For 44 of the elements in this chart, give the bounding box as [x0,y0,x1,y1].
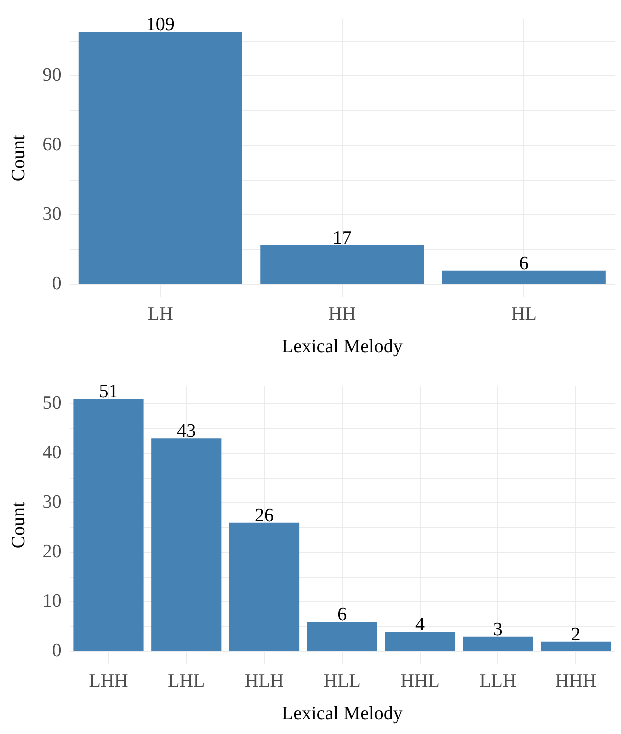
x-tick-label: HL [511,304,537,325]
y-axis-title: Count [8,501,30,549]
data-label: 26 [255,505,274,526]
bar [229,522,300,652]
data-label: 51 [99,382,118,403]
bar [385,632,456,652]
data-label: 6 [519,253,529,274]
data-label: 4 [416,614,426,636]
y-tick-label: 0 [52,274,62,295]
x-axis-title: Lexical Melody [282,336,404,358]
data-label: 6 [338,604,348,626]
y-tick-label: 60 [42,134,62,156]
y-tick-label: 20 [42,542,62,563]
y-tick-label: 10 [42,591,62,612]
bar [463,636,534,652]
y-axis-title: Count [8,134,30,182]
data-label: 2 [571,624,581,646]
x-tick-label: LLH [480,670,517,692]
data-label: 43 [177,421,196,442]
bar [152,438,222,652]
bar [442,270,606,284]
x-tick-label: HHL [400,670,440,692]
bar [78,32,242,284]
y-tick-label: 50 [42,392,62,414]
data-label: 17 [332,228,352,249]
x-tick-label: HH [328,304,356,325]
x-tick-label: HLH [244,670,284,692]
x-tick-label: LHL [168,670,206,692]
x-tick-label: HLL [324,670,361,692]
data-label: 3 [493,619,503,640]
x-tick-label: LH [148,304,174,325]
bar [260,245,424,284]
bar [541,642,612,652]
y-tick-label: 30 [42,492,62,514]
bar [74,399,144,652]
y-tick-label: 40 [42,442,62,464]
x-tick-label: LHH [89,670,129,692]
y-tick-label: 30 [42,204,62,226]
y-tick-label: 0 [52,640,62,662]
x-axis-title: Lexical Melody [282,704,404,725]
data-label: 109 [146,14,175,36]
x-tick-label: HHH [555,670,597,692]
y-tick-label: 90 [42,65,62,86]
bar [307,622,378,652]
